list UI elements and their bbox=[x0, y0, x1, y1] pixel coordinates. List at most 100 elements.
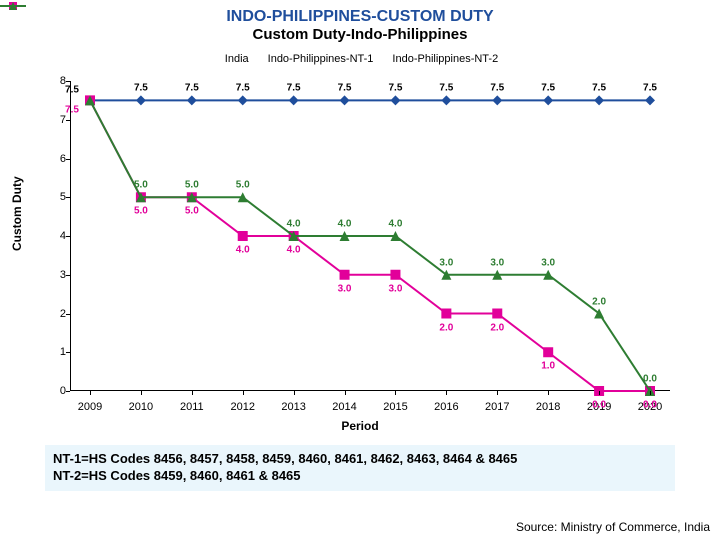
footer-line-2: NT-2=HS Codes 8459, 8460, 8461 & 8465 bbox=[53, 468, 667, 485]
x-tick-label: 2011 bbox=[180, 401, 204, 413]
data-label-india: 7.5 bbox=[134, 83, 148, 94]
chart-area: Custom Duty 0123456782009201020112012201… bbox=[0, 71, 720, 431]
marker-nt1 bbox=[441, 309, 451, 319]
legend-item-nt1: Indo-Philippines-NT-1 bbox=[265, 53, 374, 65]
header-title: INDO-PHILIPPINES-CUSTOM DUTY bbox=[0, 8, 720, 26]
data-label-nt1: 4.0 bbox=[236, 245, 250, 256]
legend-label: India bbox=[225, 53, 249, 65]
y-tick-label: 2 bbox=[42, 308, 66, 320]
data-label-nt2: 3.0 bbox=[439, 257, 453, 268]
data-label-nt1: 0.0 bbox=[643, 400, 657, 411]
y-tick-label: 8 bbox=[42, 75, 66, 87]
x-tick-mark bbox=[395, 391, 396, 395]
marker-india bbox=[136, 95, 146, 105]
data-label-nt2: 3.0 bbox=[541, 257, 555, 268]
data-label-nt2: 2.0 bbox=[592, 296, 606, 307]
data-label-nt2: 5.0 bbox=[236, 180, 250, 191]
marker-india bbox=[289, 95, 299, 105]
data-label-nt2: 4.0 bbox=[287, 219, 301, 230]
x-tick-label: 2014 bbox=[332, 401, 356, 413]
x-tick-mark bbox=[446, 391, 447, 395]
plot-area: 0123456782009201020112012201320142015201… bbox=[70, 81, 670, 391]
source-text: Source: Ministry of Commerce, India bbox=[516, 520, 710, 534]
data-label-special: 7.5 bbox=[65, 105, 79, 116]
data-label-nt1: 3.0 bbox=[389, 283, 403, 294]
data-label-india: 7.5 bbox=[389, 83, 403, 94]
y-tick-mark bbox=[66, 314, 70, 315]
x-tick-label: 2009 bbox=[78, 401, 102, 413]
marker-india bbox=[492, 95, 502, 105]
x-tick-mark bbox=[294, 391, 295, 395]
data-label-india: 7.5 bbox=[592, 83, 606, 94]
y-tick-label: 0 bbox=[42, 385, 66, 397]
data-label-nt1: 4.0 bbox=[287, 245, 301, 256]
footer-line-1: NT-1=HS Codes 8456, 8457, 8458, 8459, 84… bbox=[53, 451, 667, 468]
marker-nt1 bbox=[340, 270, 350, 280]
x-tick-mark bbox=[599, 391, 600, 395]
legend: India Indo-Philippines-NT-1 Indo-Philippin… bbox=[0, 47, 720, 71]
legend-label: Indo-Philippines-NT-2 bbox=[392, 53, 498, 65]
data-label-nt1: 0.0 bbox=[592, 400, 606, 411]
x-tick-mark bbox=[650, 391, 651, 395]
x-tick-mark bbox=[345, 391, 346, 395]
data-label-india: 7.5 bbox=[643, 83, 657, 94]
marker-india bbox=[645, 95, 655, 105]
x-tick-mark bbox=[192, 391, 193, 395]
data-label-nt2: 0.0 bbox=[643, 374, 657, 385]
marker-india bbox=[543, 95, 553, 105]
y-tick-label: 5 bbox=[42, 191, 66, 203]
data-label-nt2: 3.0 bbox=[490, 257, 504, 268]
chart-header: INDO-PHILIPPINES-CUSTOM DUTY Custom Duty… bbox=[0, 0, 720, 47]
y-axis-label: Custom Duty bbox=[10, 176, 24, 251]
y-tick-mark bbox=[66, 81, 70, 82]
data-label-india: 7.5 bbox=[236, 83, 250, 94]
data-label-nt1: 1.0 bbox=[541, 361, 555, 372]
y-tick-mark bbox=[66, 236, 70, 237]
data-label-nt2: 5.0 bbox=[134, 180, 148, 191]
marker-nt1 bbox=[543, 347, 553, 357]
marker-india bbox=[187, 95, 197, 105]
data-label-india: 7.5 bbox=[287, 83, 301, 94]
x-tick-mark bbox=[243, 391, 244, 395]
y-tick-label: 6 bbox=[42, 153, 66, 165]
data-label-nt2: 4.0 bbox=[338, 219, 352, 230]
x-tick-mark bbox=[141, 391, 142, 395]
data-label-special: 7.5 bbox=[65, 85, 79, 96]
data-label-nt1: 2.0 bbox=[439, 322, 453, 333]
marker-india bbox=[340, 95, 350, 105]
x-tick-label: 2010 bbox=[129, 401, 153, 413]
y-tick-mark bbox=[66, 352, 70, 353]
marker-india bbox=[390, 95, 400, 105]
legend-item-nt2: Indo-Philippines-NT-2 bbox=[389, 53, 498, 65]
x-axis-label: Period bbox=[0, 419, 720, 433]
x-tick-label: 2016 bbox=[434, 401, 458, 413]
x-tick-label: 2012 bbox=[230, 401, 254, 413]
marker-nt1 bbox=[492, 309, 502, 319]
y-tick-mark bbox=[66, 197, 70, 198]
data-label-nt2: 5.0 bbox=[185, 180, 199, 191]
x-tick-label: 2018 bbox=[536, 401, 560, 413]
data-label-india: 7.5 bbox=[439, 83, 453, 94]
series-line-nt2 bbox=[90, 100, 650, 391]
chart-subtitle: Custom Duty-Indo-Philippines bbox=[0, 26, 720, 43]
data-label-nt2: 4.0 bbox=[389, 219, 403, 230]
y-tick-label: 1 bbox=[42, 346, 66, 358]
marker-india bbox=[594, 95, 604, 105]
marker-india bbox=[238, 95, 248, 105]
data-label-nt1: 3.0 bbox=[338, 283, 352, 294]
x-tick-mark bbox=[497, 391, 498, 395]
y-tick-mark bbox=[66, 275, 70, 276]
data-label-nt1: 2.0 bbox=[490, 322, 504, 333]
data-label-india: 7.5 bbox=[541, 83, 555, 94]
y-tick-mark bbox=[66, 120, 70, 121]
data-label-nt1: 5.0 bbox=[185, 206, 199, 217]
data-label-india: 7.5 bbox=[185, 83, 199, 94]
legend-label: Indo-Philippines-NT-1 bbox=[268, 53, 374, 65]
series-line-nt1 bbox=[90, 100, 650, 391]
chart-svg bbox=[70, 81, 670, 391]
y-tick-mark bbox=[66, 159, 70, 160]
footer-notes: NT-1=HS Codes 8456, 8457, 8458, 8459, 84… bbox=[45, 445, 675, 491]
marker-india bbox=[441, 95, 451, 105]
x-tick-label: 2013 bbox=[281, 401, 305, 413]
data-label-nt1: 5.0 bbox=[134, 206, 148, 217]
